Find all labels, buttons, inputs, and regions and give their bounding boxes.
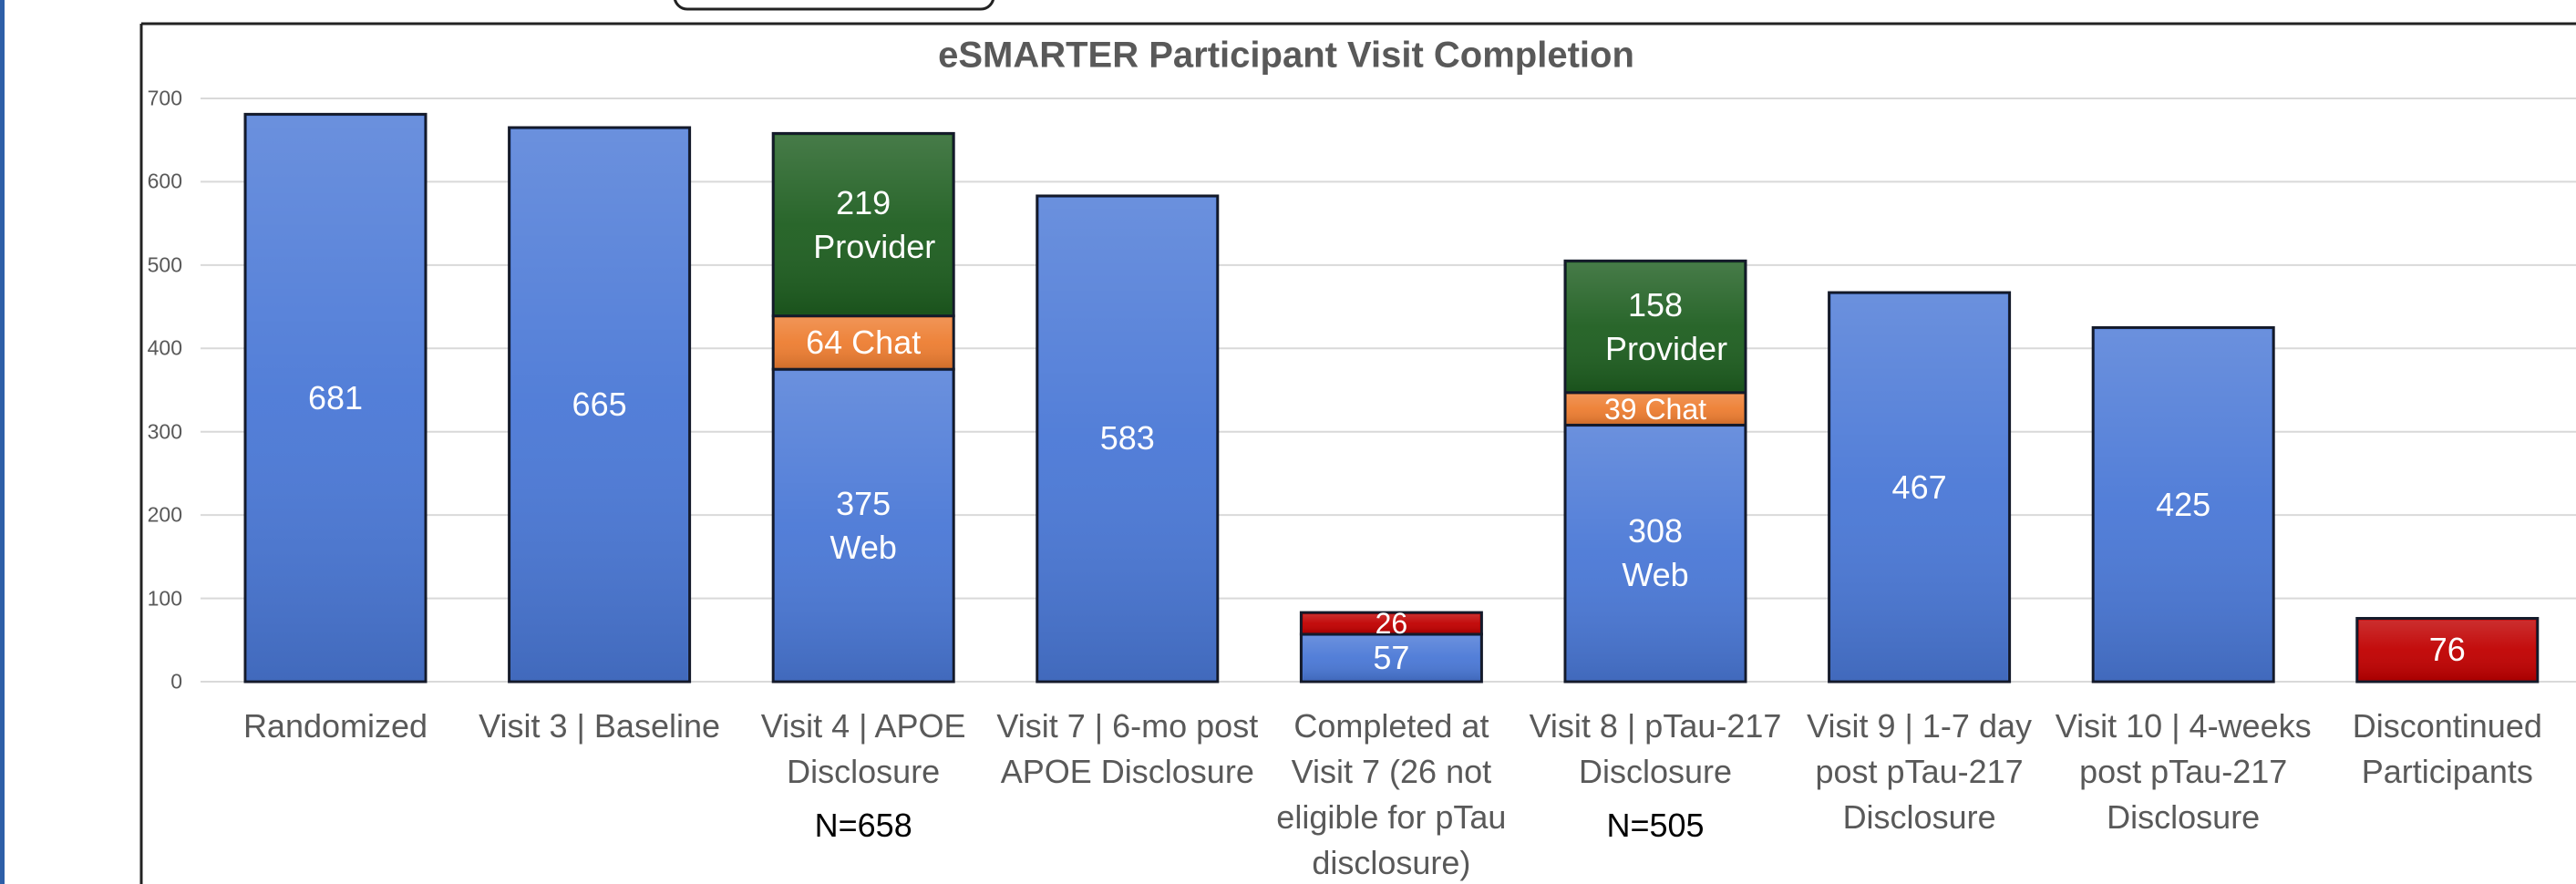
x-tick-label: Visit 4 | APOE Disclosure xyxy=(760,707,966,790)
y-tick-label: 100 xyxy=(147,586,182,611)
bar-shade xyxy=(775,135,953,314)
value-label: 76 xyxy=(2428,631,2466,669)
value-label: 26 xyxy=(1375,607,1408,640)
chart-title: eSMARTER Participant Visit Completion xyxy=(938,36,1634,76)
x-tick-label: Discontinued Participants xyxy=(2352,707,2542,790)
value-label: 681 xyxy=(307,378,364,416)
bar-shade xyxy=(1038,197,1216,680)
value-label: 583 xyxy=(1099,419,1155,457)
bar-shade xyxy=(775,371,953,680)
bar-shade xyxy=(2358,620,2536,680)
value-label: 308 Web xyxy=(1622,512,1689,594)
bar-shade xyxy=(1830,294,2008,680)
bar-shade xyxy=(1567,394,1744,424)
x-tick-label: Visit 7 | 6-mo post APOE Disclosure xyxy=(996,707,1259,790)
value-label: 158 Provider xyxy=(1605,285,1728,367)
x-tick-label: Visit 9 | 1-7 day post pTau-217 Disclosu… xyxy=(1807,707,2032,836)
bar-shade xyxy=(1567,427,1744,680)
value-label: 64 Chat xyxy=(806,323,922,361)
bar-shade xyxy=(2095,329,2272,680)
bar-shade xyxy=(1303,614,1480,632)
y-tick-label: 500 xyxy=(147,252,182,277)
annotation: N=658 xyxy=(814,807,912,844)
value-label: 57 xyxy=(1373,638,1410,676)
x-tick-label: Visit 3 | Baseline xyxy=(479,707,721,745)
bar-shade xyxy=(775,317,953,368)
annotation: N=505 xyxy=(1606,807,1705,844)
y-tick-label: 200 xyxy=(147,502,182,527)
bar-shade xyxy=(1303,635,1480,680)
left-stripe xyxy=(0,0,5,884)
value-label: 665 xyxy=(572,385,627,423)
value-label: 467 xyxy=(1891,468,1947,506)
bar-shade xyxy=(1567,262,1744,391)
x-tick-label: Randomized xyxy=(242,707,428,745)
value-label: 375 Web xyxy=(829,484,897,566)
y-tick-label: 400 xyxy=(147,335,182,360)
y-tick-label: 0 xyxy=(170,669,182,694)
x-tick-label: Completed at Visit 7 (26 not eligible fo… xyxy=(1276,707,1507,881)
bar-shade xyxy=(247,116,424,680)
x-tick-label: Visit 10 | 4-weeks post pTau-217 Disclos… xyxy=(2055,707,2312,836)
value-label: 425 xyxy=(2156,485,2211,523)
y-tick-label: 600 xyxy=(147,169,182,193)
value-label: 219 Provider xyxy=(813,183,936,265)
y-tick-label: 700 xyxy=(147,86,182,110)
top-box xyxy=(674,0,994,11)
x-tick-label: Visit 8 | pTau-217 Disclosure xyxy=(1529,707,1782,790)
value-label: 39 Chat xyxy=(1603,392,1707,426)
y-tick-label: 300 xyxy=(147,419,182,444)
bar-shade xyxy=(510,129,688,680)
